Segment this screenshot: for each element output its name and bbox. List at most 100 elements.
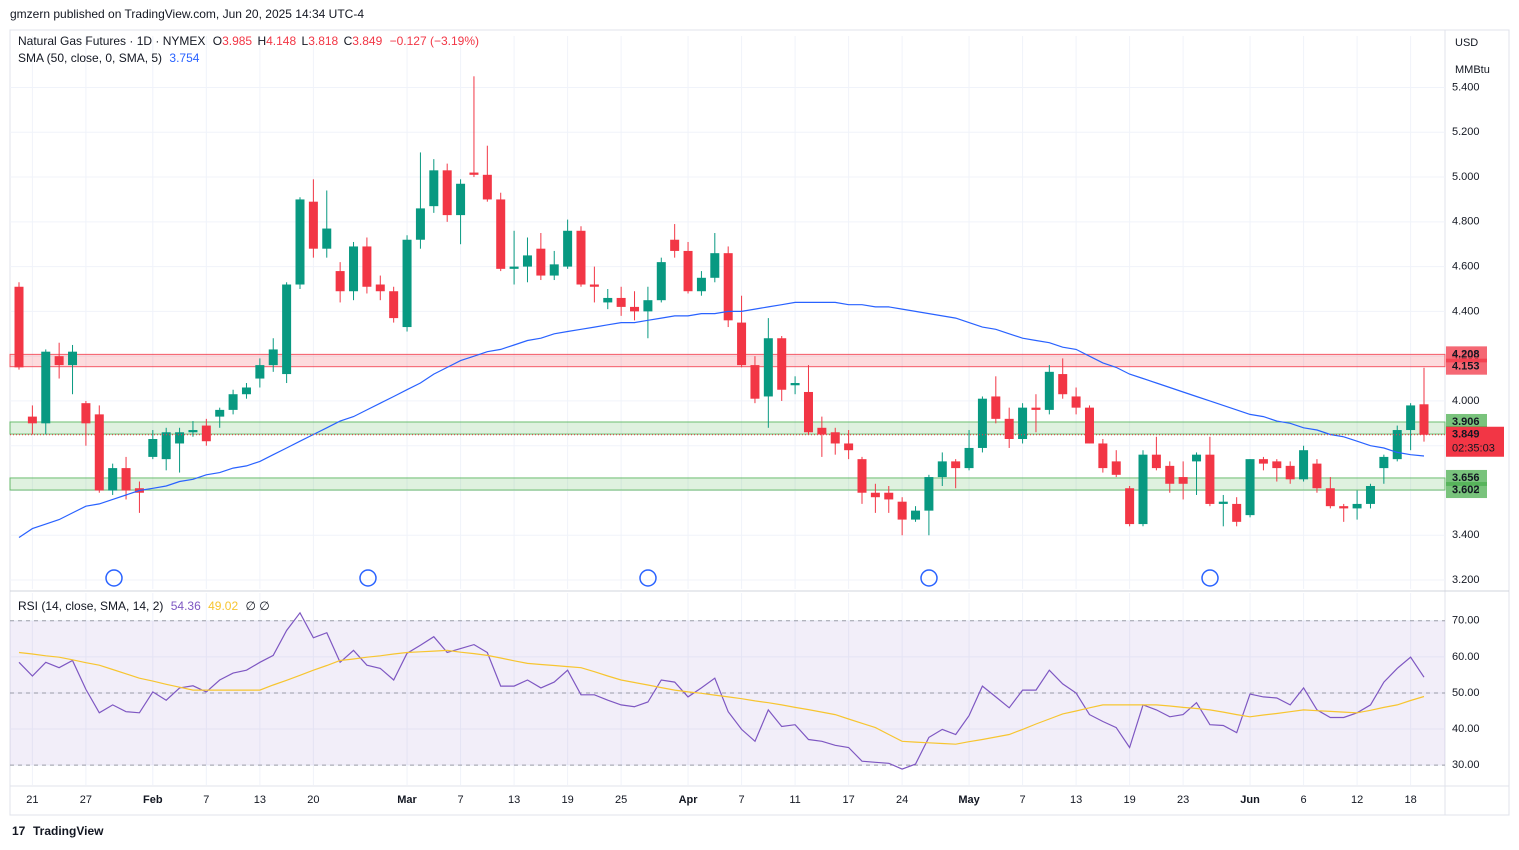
y-tick-label: 30.00 (1452, 759, 1480, 771)
y-tick-label: 3.200 (1452, 574, 1480, 586)
event-icon[interactable] (359, 569, 377, 587)
candle-body (1325, 488, 1335, 507)
x-tick-label: 25 (615, 794, 627, 806)
y-tick-label: 50.00 (1452, 687, 1480, 699)
x-tick-label: 23 (1177, 794, 1189, 806)
x-tick-label: 21 (26, 794, 38, 806)
zone-label: 4.153 (1452, 361, 1480, 373)
candle-body (456, 183, 466, 216)
legend-low: 3.818 (308, 34, 338, 48)
zone-label-box (1446, 358, 1487, 375)
candle-body (1218, 501, 1228, 504)
candle-body (630, 306, 640, 312)
legend-high: 4.148 (266, 34, 296, 48)
legend-c: C (344, 34, 353, 48)
candle-body (603, 297, 613, 303)
candle-body (1098, 443, 1108, 469)
sma-value: 3.754 (169, 51, 199, 65)
price-legend: Natural Gas Futures · 1D · NYMEX O3.985 … (18, 34, 479, 48)
x-tick-label: 6 (1301, 794, 1307, 806)
zone (9, 477, 1446, 491)
candle-body (951, 461, 961, 469)
event-icon[interactable] (920, 569, 938, 587)
x-tick-label: 20 (307, 794, 319, 806)
candle-body (509, 266, 519, 269)
candle-body (429, 170, 439, 207)
candle-body (1272, 461, 1282, 469)
candle-body (924, 477, 934, 511)
candle-body (54, 356, 64, 366)
sma-line (18, 301, 1425, 538)
y-tick-label: 5.400 (1452, 81, 1480, 93)
x-tick-label: Feb (143, 794, 163, 806)
candle-body (1379, 456, 1389, 469)
candle-body (536, 248, 546, 276)
candle-body (94, 414, 104, 491)
candle-body (228, 394, 238, 410)
rsi-legend: RSI (14, close, SMA, 14, 2) 54.36 49.02 … (18, 599, 270, 613)
publish-header: gmzern published on TradingView.com, Jun… (10, 7, 364, 21)
x-tick-label: 12 (1351, 794, 1363, 806)
footer-logo[interactable]: TradingView (33, 824, 104, 838)
candle-body (496, 199, 506, 269)
candle-body (1192, 454, 1202, 462)
candle-body (1365, 486, 1375, 504)
candle-body (308, 201, 318, 249)
candle-body (161, 432, 171, 460)
candle-body (563, 230, 573, 267)
last-price-box (1446, 426, 1504, 457)
rsi-extra: ∅ ∅ (245, 599, 269, 613)
y-tick-label: 3.400 (1452, 529, 1480, 541)
candle-body (362, 246, 372, 287)
candle-body (215, 409, 225, 417)
candle-body (964, 447, 974, 469)
candle-body (844, 443, 854, 451)
candle-body (656, 262, 666, 301)
candle-body (442, 170, 452, 216)
candle-body (1125, 488, 1135, 525)
event-icon[interactable] (639, 569, 657, 587)
candle-body (1312, 463, 1322, 489)
candle-body (830, 432, 840, 444)
candle-body (1178, 477, 1188, 484)
legend-open: 3.985 (222, 34, 252, 48)
candle-body (41, 351, 51, 424)
candle-body (201, 425, 211, 442)
y-tick-label: 5.200 (1452, 126, 1480, 138)
candle-body (1339, 506, 1349, 509)
legend-l: L (302, 34, 309, 48)
candle-body (1299, 450, 1309, 480)
candle-body (737, 322, 747, 366)
candle-body (1031, 407, 1041, 410)
x-tick-label: 24 (896, 794, 908, 806)
candle-body (1004, 418, 1014, 439)
candle-body (1138, 454, 1148, 525)
candle-body (803, 391, 813, 433)
candle-body (282, 284, 292, 375)
candle-body (897, 501, 907, 520)
candle-body (643, 300, 653, 312)
y-tick-label: 5.000 (1452, 171, 1480, 183)
zone-label-box (1446, 346, 1487, 363)
candle-body (241, 387, 251, 395)
candle-body (188, 430, 198, 433)
y-tick-label: 4.600 (1452, 261, 1480, 273)
x-tick-label: 13 (508, 794, 520, 806)
candle-body (322, 228, 332, 249)
zone-label-box (1446, 469, 1487, 486)
candle-body (977, 398, 987, 448)
x-tick-label: Apr (679, 794, 699, 806)
candle-body (1044, 371, 1054, 410)
x-tick-label: 27 (80, 794, 92, 806)
candle-body (549, 264, 559, 276)
sma-name: SMA (50, close, 0, SMA, 5) (18, 51, 162, 65)
event-icon[interactable] (1201, 569, 1219, 587)
candle-body (750, 365, 760, 399)
candle-body (375, 284, 385, 292)
rsi-ma-value: 49.02 (208, 599, 238, 613)
candle-body (268, 349, 278, 366)
candle-body (522, 255, 532, 267)
event-icon[interactable] (105, 569, 123, 587)
logo-mark: 17 (12, 824, 26, 838)
